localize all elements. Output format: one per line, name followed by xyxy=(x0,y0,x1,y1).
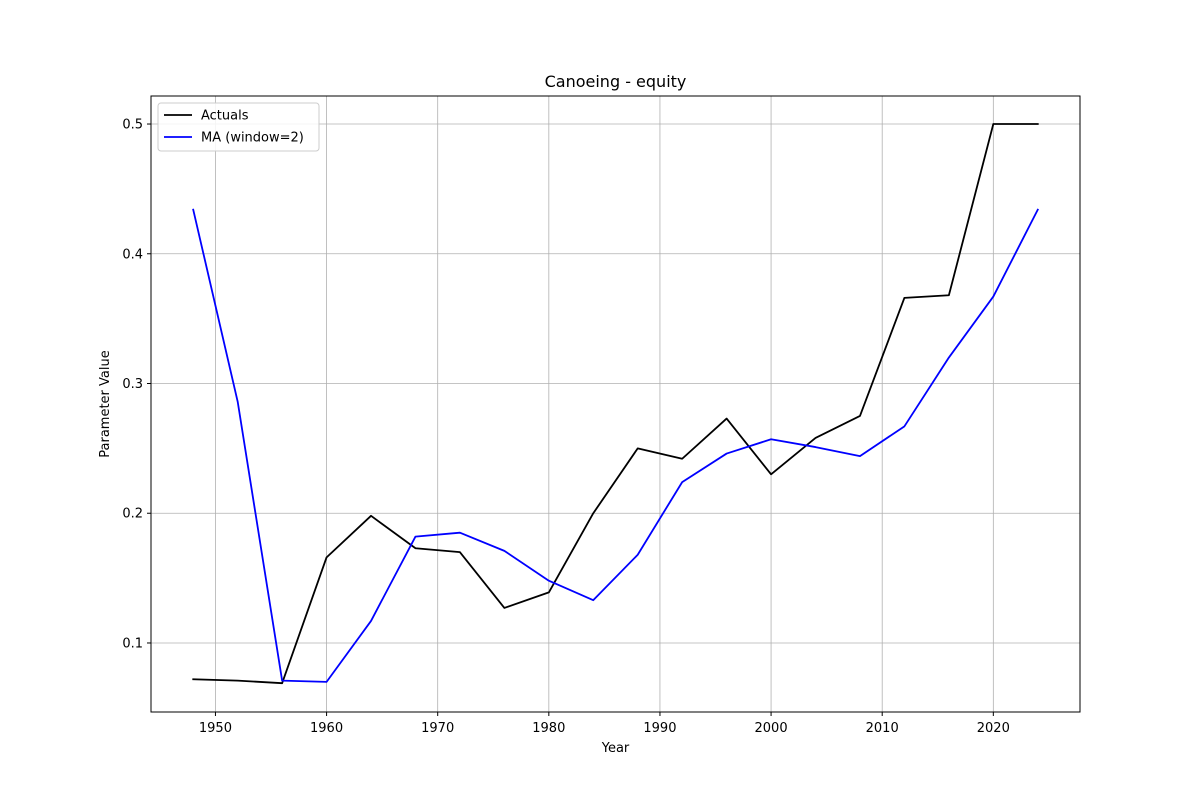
x-tick-label: 1990 xyxy=(643,721,676,736)
y-tick-label: 0.1 xyxy=(122,636,143,651)
x-tick-label: 1960 xyxy=(310,721,343,736)
x-tick-label: 1970 xyxy=(421,721,454,736)
series-line-actuals xyxy=(192,123,1039,685)
y-tick-label: 0.5 xyxy=(122,118,143,133)
x-tick-label: 1980 xyxy=(532,721,565,736)
chart-title: Canoeing - equity xyxy=(545,72,687,91)
y-axis-label: Parameter Value xyxy=(98,350,113,457)
tick-layer: 1950 1960 1970 1980 1990 2000 2010 2020 0.1 0.2 0.… xyxy=(122,118,1010,736)
legend: Actuals MA (window=2) xyxy=(157,102,320,152)
series-line-moving-average xyxy=(192,208,1039,683)
y-tick-label: 0.2 xyxy=(122,507,143,522)
y-tick-label: 0.4 xyxy=(122,247,143,262)
series-layer xyxy=(192,123,1039,685)
legend-box xyxy=(157,102,320,152)
x-tick-label: 1950 xyxy=(199,721,232,736)
y-tick-label: 0.3 xyxy=(122,377,143,392)
x-tick-label: 2010 xyxy=(866,721,899,736)
x-axis-label: Year xyxy=(601,741,630,756)
x-tick-label: 2020 xyxy=(977,721,1010,736)
plot-frame xyxy=(150,95,1081,713)
x-tick-label: 2000 xyxy=(755,721,788,736)
legend-label: MA (window=2) xyxy=(201,131,304,146)
grid-layer xyxy=(151,96,1080,712)
legend-label: Actuals xyxy=(201,109,249,124)
